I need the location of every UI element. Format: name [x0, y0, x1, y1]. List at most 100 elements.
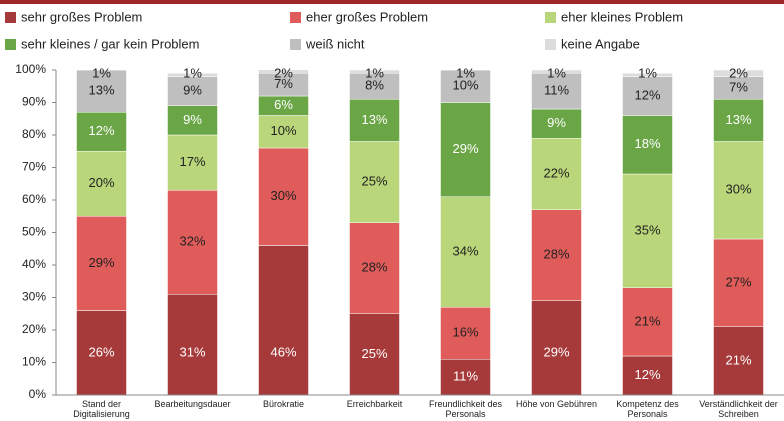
- value-label: 1%: [183, 65, 202, 80]
- y-tick-label: 70%: [22, 160, 46, 174]
- bar-segment: [349, 313, 400, 395]
- value-label: 12%: [88, 123, 114, 138]
- y-tick-label: 0%: [29, 387, 47, 401]
- value-label: 27%: [725, 274, 751, 289]
- bars: [76, 70, 764, 395]
- x-tick-label: Verständlichkeit der Schreiben: [699, 399, 778, 419]
- top-strip: [0, 0, 784, 4]
- y-tick-label: 80%: [22, 127, 46, 141]
- value-label: 28%: [361, 260, 387, 275]
- bar-segment: [167, 294, 218, 395]
- y-tick-label: 50%: [22, 225, 46, 239]
- value-label: 7%: [274, 76, 293, 91]
- value-label: 21%: [634, 313, 660, 328]
- bar-segment: [167, 76, 218, 106]
- value-label: 6%: [274, 97, 293, 112]
- bar-segment: [622, 287, 673, 357]
- bar-segment: [349, 70, 400, 74]
- y-tick-label: 10%: [22, 355, 46, 369]
- bar-segment: [440, 196, 491, 308]
- value-label: 11%: [453, 369, 478, 384]
- value-label: 2%: [274, 65, 293, 80]
- y-tick-label: 30%: [22, 290, 46, 304]
- legend-label: keine Angabe: [561, 36, 640, 51]
- bar-segment: [440, 102, 491, 197]
- value-label: 29%: [543, 344, 569, 359]
- value-label: 13%: [725, 112, 751, 127]
- value-label: 12%: [634, 367, 660, 382]
- bar-segment: [531, 73, 582, 110]
- y-tick-label: 40%: [22, 257, 46, 271]
- value-label: 18%: [634, 136, 660, 151]
- value-label: 26%: [88, 344, 114, 359]
- value-label: 46%: [270, 344, 296, 359]
- value-label: 2%: [729, 65, 748, 80]
- legend-label: eher großes Problem: [306, 9, 428, 24]
- bar-segment: [76, 112, 127, 152]
- value-label: 32%: [179, 234, 205, 249]
- legend-label: weiß nicht: [305, 36, 365, 51]
- bar-segment: [713, 70, 764, 77]
- bar-segment: [167, 73, 218, 77]
- legend-swatch: [5, 39, 16, 50]
- legend-label: sehr kleines / gar kein Problem: [21, 36, 199, 51]
- bar-segment: [258, 70, 309, 74]
- bar-segment: [440, 307, 491, 360]
- bar-segment: [440, 359, 491, 395]
- bar-segment: [440, 70, 491, 103]
- bar-segment: [76, 70, 127, 113]
- bar-segment: [76, 310, 127, 395]
- value-label: 1%: [456, 65, 475, 80]
- bar-segment: [713, 238, 764, 327]
- bar-segment: [167, 105, 218, 136]
- value-label: 22%: [543, 165, 569, 180]
- bar-segment: [258, 147, 309, 246]
- x-tick-label: Bürokratie: [262, 399, 305, 409]
- bar-segment: [531, 209, 582, 301]
- value-label: 17%: [179, 154, 205, 169]
- value-label: 9%: [183, 112, 202, 127]
- value-label: 1%: [92, 65, 111, 80]
- value-label: 1%: [638, 65, 657, 80]
- value-label: 16%: [452, 325, 478, 340]
- legend-swatch: [5, 12, 16, 23]
- value-label: 20%: [88, 175, 114, 190]
- value-label: 13%: [88, 83, 114, 98]
- value-label: 7%: [729, 79, 748, 94]
- legend-label: eher kleines Problem: [561, 9, 683, 24]
- bar-segment: [622, 173, 673, 288]
- x-tick-label: Bearbeitungsdauer: [154, 399, 231, 409]
- value-label: 29%: [88, 255, 114, 270]
- x-tick-label: Kompetenz des Personals: [616, 399, 679, 419]
- value-label: 13%: [361, 112, 387, 127]
- value-label: 35%: [634, 222, 660, 237]
- y-tick-label: 20%: [22, 322, 46, 336]
- value-label: 1%: [547, 65, 566, 80]
- value-label: 28%: [543, 247, 569, 262]
- bar-segment: [349, 141, 400, 223]
- y-tick-label: 100%: [15, 62, 46, 76]
- value-label: 25%: [361, 174, 387, 189]
- legend-swatch: [545, 39, 556, 50]
- value-label: 9%: [183, 83, 202, 98]
- bar-segment: [622, 115, 673, 175]
- legend-swatch: [545, 12, 556, 23]
- value-label: 12%: [634, 87, 660, 102]
- bar-segment: [622, 355, 673, 395]
- bar-segment: [531, 300, 582, 395]
- bar-segment: [349, 99, 400, 142]
- value-label: 9%: [547, 115, 566, 130]
- value-label: 31%: [179, 344, 205, 359]
- bar-segment: [349, 222, 400, 314]
- value-label: 21%: [725, 352, 751, 367]
- legend-label: sehr großes Problem: [21, 9, 142, 24]
- value-label: 29%: [452, 141, 478, 156]
- x-tick-label: Freundlichkeit des Personals: [428, 399, 503, 419]
- bar-segment: [258, 245, 309, 395]
- value-label: 1%: [365, 65, 384, 80]
- value-label: 10%: [452, 78, 478, 93]
- bar-segment: [531, 70, 582, 74]
- x-tick-label: Höhe von Gebühren: [515, 399, 598, 409]
- value-label: 8%: [365, 78, 384, 93]
